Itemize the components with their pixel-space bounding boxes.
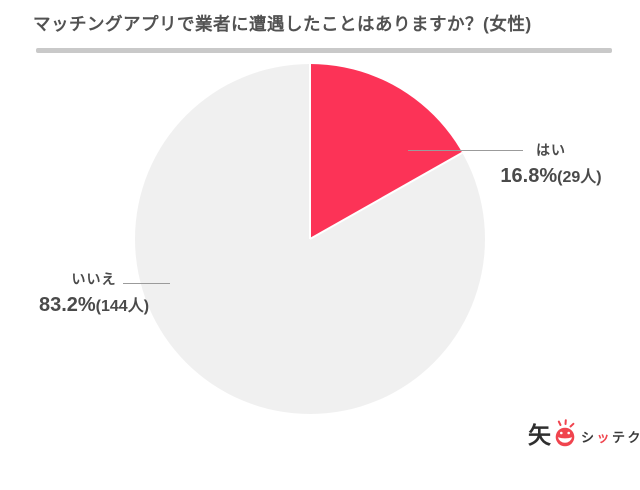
- slice-separator-top: [309, 64, 311, 239]
- slice-label-yes-name: はい: [536, 142, 566, 158]
- slice-label-no-name: いいえ: [71, 271, 117, 287]
- slice-yes-count: (29人): [557, 169, 602, 186]
- slice-label-no-value: 83.2%(144人): [36, 292, 152, 317]
- slice-label-yes: はい 16.8%(29人): [492, 140, 610, 188]
- title-divider: [36, 48, 612, 53]
- slice-label-no: いいえ 83.2%(144人): [36, 269, 152, 317]
- slice-yes-percent: 16.8%: [500, 165, 558, 187]
- logo-brand-text: シッテク: [581, 427, 640, 446]
- slice-no-percent: 83.2%: [38, 294, 96, 316]
- leader-line-yes: [408, 150, 523, 151]
- logo-text-post: テク: [612, 429, 640, 445]
- chart-title: マッチングアプリで業者に遭遇したことはありますか？(女性): [33, 14, 532, 34]
- logo-text-pre: シ: [581, 429, 597, 445]
- slice-no-count: (144人): [95, 298, 150, 315]
- leader-line-no: [123, 283, 170, 284]
- pie-chart: [135, 64, 485, 414]
- brand-logo: 矢 シッテク: [528, 417, 640, 449]
- logo-kanji: 矢: [528, 421, 551, 448]
- laughing-face-icon: [555, 419, 575, 447]
- logo-text-accent: ッ: [596, 429, 613, 445]
- slice-label-yes-value: 16.8%(29人): [492, 163, 610, 188]
